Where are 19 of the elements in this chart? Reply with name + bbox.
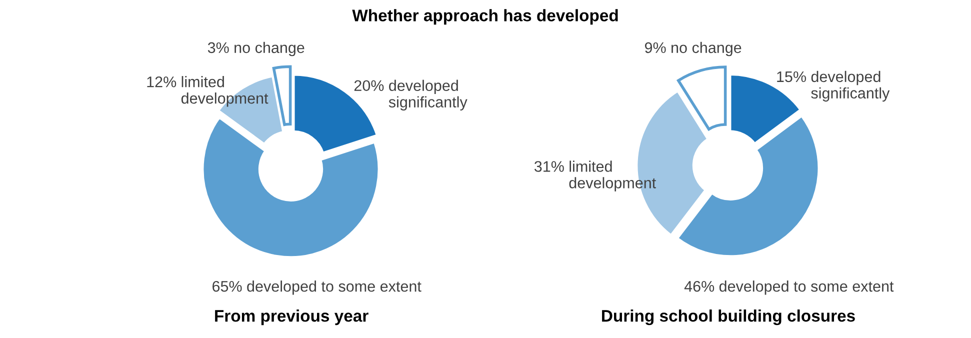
- slice-label: developed to some extent: [719, 280, 894, 295]
- slice-label: developed to some extent: [247, 280, 422, 295]
- data-label: 46%: [684, 280, 714, 292]
- data-label: 9%: [644, 42, 666, 54]
- data-label: 3%: [208, 42, 229, 54]
- slice-label: developed significantly: [388, 80, 468, 110]
- data-label: 15%: [777, 71, 806, 82]
- chart-title: Whether approach has developed: [352, 9, 618, 25]
- slice-label: no change: [234, 42, 304, 56]
- slice-label: limited development: [569, 160, 656, 192]
- data-label: 65%: [212, 280, 242, 292]
- data-label: 20%: [354, 80, 384, 92]
- slice-label: limited development: [181, 76, 268, 107]
- text: During school building closures: [602, 310, 855, 326]
- text: From previous year: [215, 310, 368, 326]
- slice-label: developed significantly: [811, 70, 890, 102]
- data-label: 31%: [534, 161, 564, 172]
- data-label: 12%: [147, 76, 176, 88]
- slice-label: no change: [672, 42, 742, 56]
